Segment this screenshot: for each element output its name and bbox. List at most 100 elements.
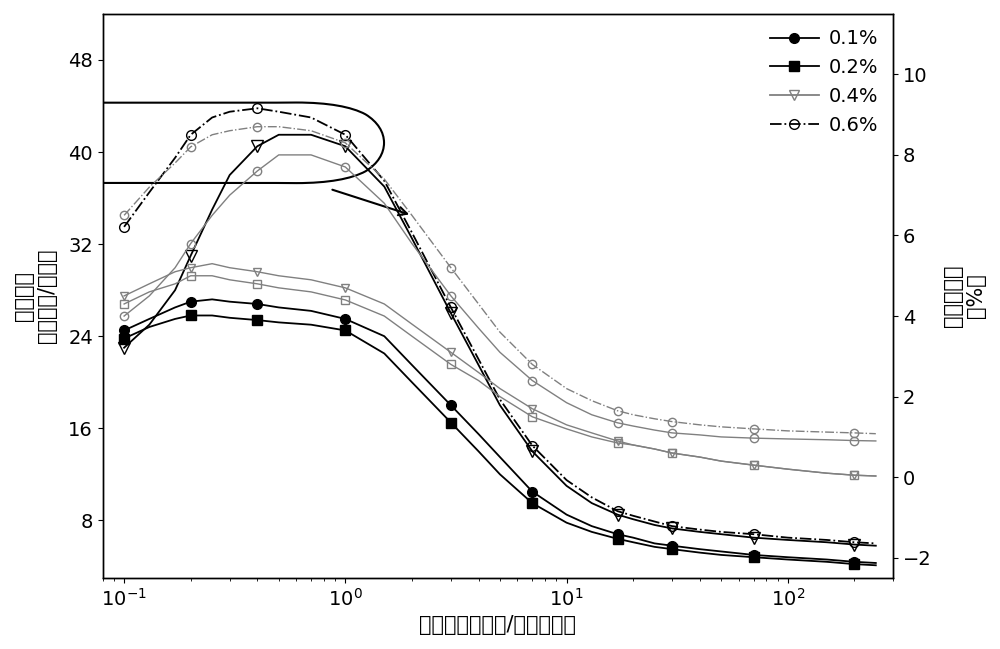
0.1% xyxy=(273,304,285,312)
0.4% xyxy=(848,541,860,548)
0.4% xyxy=(206,206,218,214)
0.4% xyxy=(305,131,317,139)
0.1% xyxy=(206,295,218,303)
0.2% xyxy=(526,499,538,507)
0.2% xyxy=(206,312,218,319)
0.4% xyxy=(870,542,882,550)
0.2% xyxy=(848,560,860,568)
0.1% xyxy=(305,307,317,315)
0.1% xyxy=(821,556,833,563)
0.4% xyxy=(586,499,598,507)
0.4% xyxy=(494,401,506,409)
0.6% xyxy=(378,177,390,185)
0.4% xyxy=(224,171,236,179)
0.1% xyxy=(870,559,882,567)
0.2% xyxy=(494,471,506,478)
0.4% xyxy=(169,286,181,294)
0.4% xyxy=(473,361,485,369)
0.2% xyxy=(715,551,727,559)
0.4% xyxy=(273,131,285,139)
0.1% xyxy=(561,511,573,519)
0.1% xyxy=(251,300,263,308)
Y-axis label: 电流效率
（坎德拉/安培）: 电流效率 （坎德拉/安培） xyxy=(14,249,57,343)
0.6% xyxy=(870,539,882,547)
0.2% xyxy=(339,326,351,334)
0.1% xyxy=(224,298,236,306)
0.1% xyxy=(118,326,130,334)
0.6% xyxy=(118,223,130,231)
0.6% xyxy=(586,493,598,501)
0.6% xyxy=(305,114,317,121)
0.6% xyxy=(169,154,181,162)
0.2% xyxy=(305,321,317,328)
0.6% xyxy=(445,304,457,312)
0.2% xyxy=(586,528,598,536)
Line: 0.6%: 0.6% xyxy=(119,103,881,548)
0.1% xyxy=(494,453,506,461)
0.1% xyxy=(748,551,760,559)
0.6% xyxy=(715,528,727,536)
0.4% xyxy=(185,252,197,260)
0.2% xyxy=(378,350,390,358)
0.2% xyxy=(118,335,130,343)
0.6% xyxy=(526,442,538,450)
0.2% xyxy=(870,561,882,569)
0.2% xyxy=(406,378,418,386)
0.1% xyxy=(473,430,485,438)
0.2% xyxy=(143,323,155,331)
0.4% xyxy=(666,524,678,532)
0.2% xyxy=(627,539,639,546)
0.2% xyxy=(445,419,457,426)
0.4% xyxy=(526,447,538,455)
0.6% xyxy=(821,536,833,544)
0.4% xyxy=(821,539,833,546)
0.6% xyxy=(666,522,678,530)
0.6% xyxy=(143,188,155,196)
0.1% xyxy=(848,558,860,566)
0.2% xyxy=(694,548,706,556)
X-axis label: 电流密度（毫安/平方厘米）: 电流密度（毫安/平方厘米） xyxy=(420,615,576,635)
0.4% xyxy=(445,310,457,317)
0.1% xyxy=(378,332,390,340)
0.2% xyxy=(473,447,485,455)
0.6% xyxy=(848,539,860,546)
0.6% xyxy=(694,526,706,533)
0.1% xyxy=(666,542,678,550)
0.2% xyxy=(561,519,573,526)
0.1% xyxy=(406,361,418,369)
Legend: 0.1%, 0.2%, 0.4%, 0.6%: 0.1%, 0.2%, 0.4%, 0.6% xyxy=(764,23,884,140)
0.2% xyxy=(649,543,661,551)
0.1% xyxy=(627,533,639,541)
0.4% xyxy=(118,344,130,352)
0.4% xyxy=(782,536,794,544)
0.1% xyxy=(782,554,794,561)
0.2% xyxy=(666,545,678,553)
0.2% xyxy=(782,556,794,563)
0.6% xyxy=(273,108,285,116)
0.6% xyxy=(251,104,263,112)
0.6% xyxy=(612,508,624,515)
0.4% xyxy=(561,482,573,490)
0.1% xyxy=(694,545,706,553)
0.1% xyxy=(445,401,457,409)
0.4% xyxy=(748,533,760,541)
0.1% xyxy=(143,315,155,323)
0.1% xyxy=(169,304,181,312)
0.1% xyxy=(339,315,351,323)
0.6% xyxy=(206,114,218,121)
0.6% xyxy=(649,518,661,526)
0.2% xyxy=(224,314,236,322)
0.1% xyxy=(612,530,624,538)
0.6% xyxy=(185,131,197,139)
0.6% xyxy=(561,476,573,484)
0.6% xyxy=(406,228,418,236)
0.1% xyxy=(526,487,538,495)
0.6% xyxy=(224,108,236,116)
0.6% xyxy=(748,530,760,538)
0.4% xyxy=(143,321,155,328)
0.1% xyxy=(715,548,727,556)
0.6% xyxy=(782,533,794,541)
0.4% xyxy=(612,511,624,519)
0.1% xyxy=(185,298,197,306)
0.1% xyxy=(586,522,598,530)
